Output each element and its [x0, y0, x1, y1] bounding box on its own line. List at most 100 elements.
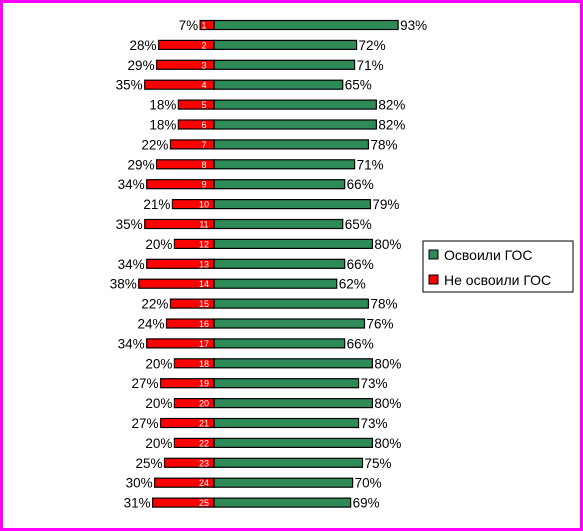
- value-label-ne-osvoili: 34%: [118, 177, 145, 192]
- value-label-ne-osvoili: 38%: [110, 277, 137, 292]
- bar-row: 6 82% 18%: [149, 118, 405, 133]
- category-label: 18: [199, 359, 209, 369]
- value-label-osvoili: 76%: [366, 317, 393, 332]
- bar-osvoili: [213, 338, 346, 349]
- value-label-ne-osvoili: 28%: [130, 38, 157, 53]
- value-label-osvoili: 82%: [378, 118, 405, 133]
- legend-swatch: [428, 274, 439, 285]
- legend-box: [422, 240, 574, 293]
- bar-row: 8 71% 29%: [128, 157, 384, 172]
- value-label-osvoili: 72%: [359, 38, 386, 53]
- bar-row: 12 80% 20%: [145, 237, 401, 252]
- bar-ne-osvoili: [177, 119, 215, 130]
- category-label: 10: [199, 200, 209, 210]
- bar-ne-osvoili: [165, 318, 215, 329]
- value-label-ne-osvoili: 35%: [116, 217, 143, 232]
- value-label-ne-osvoili: 18%: [149, 98, 176, 113]
- bar-chart: 1 93% 7%2 72% 28% 3 71% 29% 4 65% 35% 5 82% 18% 6 82% 18…: [110, 18, 574, 511]
- bar-osvoili: [213, 437, 373, 448]
- value-label-osvoili: 93%: [400, 18, 427, 33]
- bar-ne-osvoili: [144, 218, 215, 230]
- value-label-osvoili: 71%: [357, 157, 384, 172]
- value-label-osvoili: 73%: [361, 376, 388, 391]
- bar-row: 25 69% 31%: [124, 496, 380, 511]
- category-label: 5: [201, 100, 206, 110]
- value-label-osvoili: 75%: [365, 456, 392, 471]
- category-label: 12: [199, 239, 209, 249]
- value-label-osvoili: 80%: [374, 356, 401, 371]
- bar-ne-osvoili: [152, 497, 215, 508]
- bar-ne-osvoili: [144, 79, 215, 90]
- category-label: 16: [199, 319, 209, 329]
- value-label-osvoili: 66%: [347, 177, 374, 192]
- value-label-osvoili: 69%: [353, 496, 380, 511]
- bar-osvoili: [213, 318, 366, 329]
- value-label-ne-osvoili: 21%: [143, 197, 170, 212]
- legend-label: Освоили ГОС: [444, 247, 532, 263]
- category-label: 8: [201, 160, 206, 170]
- bar-osvoili: [213, 378, 360, 389]
- value-label-osvoili: 80%: [374, 237, 401, 252]
- bar-ne-osvoili: [157, 39, 215, 51]
- value-label-osvoili: 70%: [355, 476, 382, 491]
- bar-ne-osvoili: [171, 199, 215, 210]
- value-label-osvoili: 65%: [345, 217, 372, 232]
- category-label: 19: [199, 379, 209, 389]
- value-label-ne-osvoili: 18%: [149, 118, 176, 133]
- bar-osvoili: [213, 238, 373, 249]
- category-label: 24: [199, 478, 209, 488]
- value-label-osvoili: 65%: [345, 78, 372, 93]
- bar-ne-osvoili: [138, 278, 215, 289]
- bar-osvoili: [213, 79, 344, 90]
- bar-ne-osvoili: [163, 457, 215, 468]
- category-label: 23: [199, 458, 209, 468]
- bar-osvoili: [213, 179, 346, 190]
- value-label-osvoili: 78%: [370, 137, 397, 152]
- bar-row: 24 70% 30%: [126, 476, 382, 491]
- bars-layer: 1 93% 7%2 72% 28% 3 71% 29% 4 65% 35% 5 82% 18% 6 82% 18…: [110, 18, 427, 511]
- bar-ne-osvoili: [173, 398, 215, 409]
- category-label: 22: [199, 438, 209, 448]
- category-label: 4: [201, 80, 206, 90]
- value-label-osvoili: 71%: [357, 58, 384, 73]
- bar-row: 23 75% 25%: [135, 456, 391, 471]
- value-label-ne-osvoili: 29%: [128, 58, 155, 73]
- category-label: 7: [201, 140, 206, 150]
- bar-row: 18 80% 20%: [145, 356, 401, 371]
- bar-ne-osvoili: [146, 179, 215, 190]
- bar-row: 13 66% 34%: [118, 257, 374, 272]
- value-label-ne-osvoili: 30%: [126, 476, 153, 491]
- bar-osvoili: [213, 19, 399, 31]
- bar-row: 21 73% 27%: [132, 416, 388, 431]
- value-label-osvoili: 73%: [361, 416, 388, 431]
- value-label-ne-osvoili: 25%: [135, 456, 162, 471]
- value-label-ne-osvoili: 29%: [128, 157, 155, 172]
- value-label-osvoili: 62%: [339, 277, 366, 292]
- value-label-ne-osvoili: 31%: [124, 496, 151, 511]
- bar-osvoili: [213, 497, 352, 508]
- category-label: 3: [201, 60, 206, 70]
- bar-row: 16 76% 24%: [137, 317, 393, 332]
- value-label-osvoili: 78%: [370, 297, 397, 312]
- category-label: 14: [199, 279, 209, 289]
- bar-ne-osvoili: [154, 477, 215, 488]
- bar-row: 7 78% 22%: [141, 137, 397, 152]
- legend-swatch: [428, 249, 439, 260]
- bar-osvoili: [213, 99, 377, 110]
- bar-row: 11 65% 35%: [116, 217, 372, 232]
- value-label-ne-osvoili: 20%: [145, 396, 172, 411]
- bar-ne-osvoili: [169, 298, 215, 309]
- bar-row: 5 82% 18%: [149, 98, 405, 113]
- bar-ne-osvoili: [155, 159, 215, 170]
- value-label-osvoili: 80%: [374, 436, 401, 451]
- bar-osvoili: [213, 358, 373, 369]
- value-label-ne-osvoili: 20%: [145, 356, 172, 371]
- value-label-ne-osvoili: 20%: [145, 436, 172, 451]
- bar-row: 4 65% 35%: [116, 78, 372, 93]
- value-label-ne-osvoili: 34%: [118, 336, 145, 351]
- bar-osvoili: [213, 417, 360, 429]
- value-label-ne-osvoili: 22%: [141, 137, 168, 152]
- bar-row: 22 80% 20%: [145, 436, 401, 451]
- bar-ne-osvoili: [173, 358, 215, 369]
- bar-osvoili: [213, 159, 356, 170]
